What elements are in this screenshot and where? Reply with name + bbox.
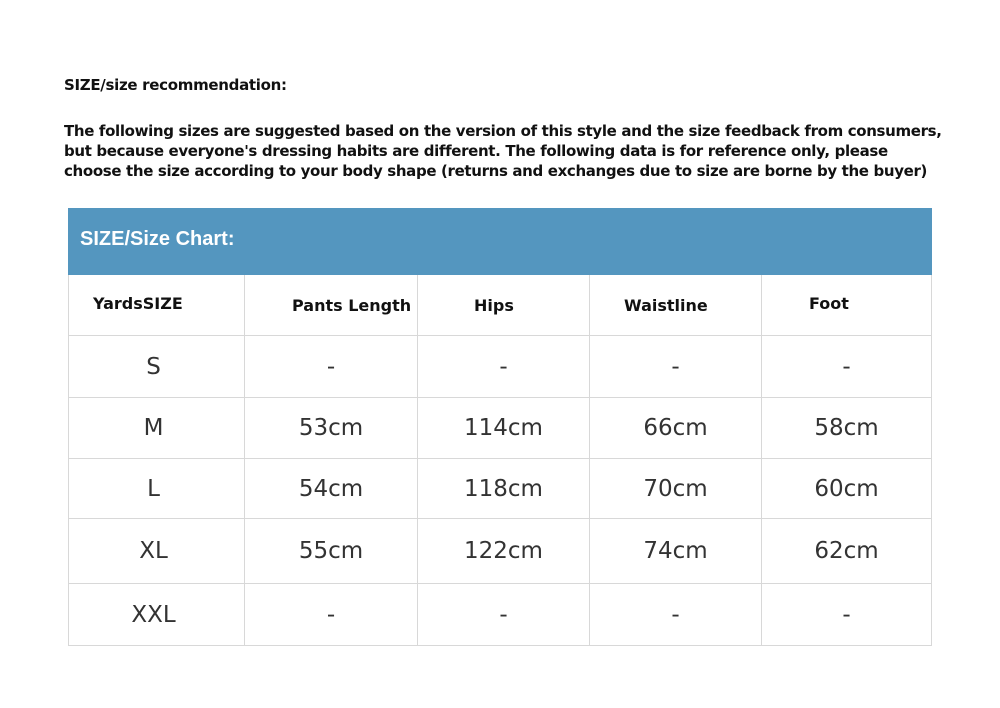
measurement-cell: 66cm (589, 398, 761, 458)
measurement-cell: - (417, 584, 589, 645)
measurement-cell: - (761, 336, 932, 397)
measurement-cell: - (417, 336, 589, 397)
measurement-cell: 55cm (244, 519, 417, 583)
measurement-cell: 60cm (761, 459, 932, 518)
recommendation-line: but because everyone's dressing habits a… (64, 142, 888, 160)
size-label: S (68, 336, 244, 397)
column-header: Hips (417, 275, 589, 335)
table-row: XL 55cm 122cm 74cm 62cm (68, 519, 932, 584)
measurement-cell: 70cm (589, 459, 761, 518)
recommendation-line: The following sizes are suggested based … (64, 122, 942, 140)
measurement-cell: 74cm (589, 519, 761, 583)
size-chart-table: YardsSIZE Pants Length Hips Waistline Fo… (68, 275, 932, 646)
table-row: S---- (68, 336, 932, 398)
measurement-cell: 118cm (417, 459, 589, 518)
measurement-cell: 54cm (244, 459, 417, 518)
column-header: Foot (761, 275, 932, 335)
measurement-cell: - (589, 584, 761, 645)
table-header-row: YardsSIZE Pants Length Hips Waistline Fo… (68, 275, 932, 336)
recommendation-text: The following sizes are suggested based … (64, 121, 964, 181)
size-label: XXL (68, 584, 244, 645)
measurement-cell: 53cm (244, 398, 417, 458)
table-row: M 53cm 114cm 66cm 58cm (68, 398, 932, 459)
measurement-cell: - (244, 584, 417, 645)
measurement-cell: 122cm (417, 519, 589, 583)
measurement-cell: - (589, 336, 761, 397)
column-header: YardsSIZE (68, 275, 244, 335)
size-label: L (68, 459, 244, 518)
measurement-cell: 114cm (417, 398, 589, 458)
size-label: XL (68, 519, 244, 583)
column-header: Pants Length (244, 275, 417, 335)
table-row: XXL - - - - (68, 584, 932, 646)
table-row: L 54cm 118cm 70cm 60cm (68, 459, 932, 519)
measurement-cell: 58cm (761, 398, 932, 458)
column-header: Waistline (589, 275, 761, 335)
measurement-cell: - (761, 584, 932, 645)
size-chart-title: SIZE/Size Chart: (68, 208, 932, 275)
measurement-cell: - (244, 336, 417, 397)
recommendation-line: choose the size according to your body s… (64, 162, 928, 180)
size-label: M (68, 398, 244, 458)
measurement-cell: 62cm (761, 519, 932, 583)
recommendation-title: SIZE/size recommendation: (64, 76, 287, 94)
